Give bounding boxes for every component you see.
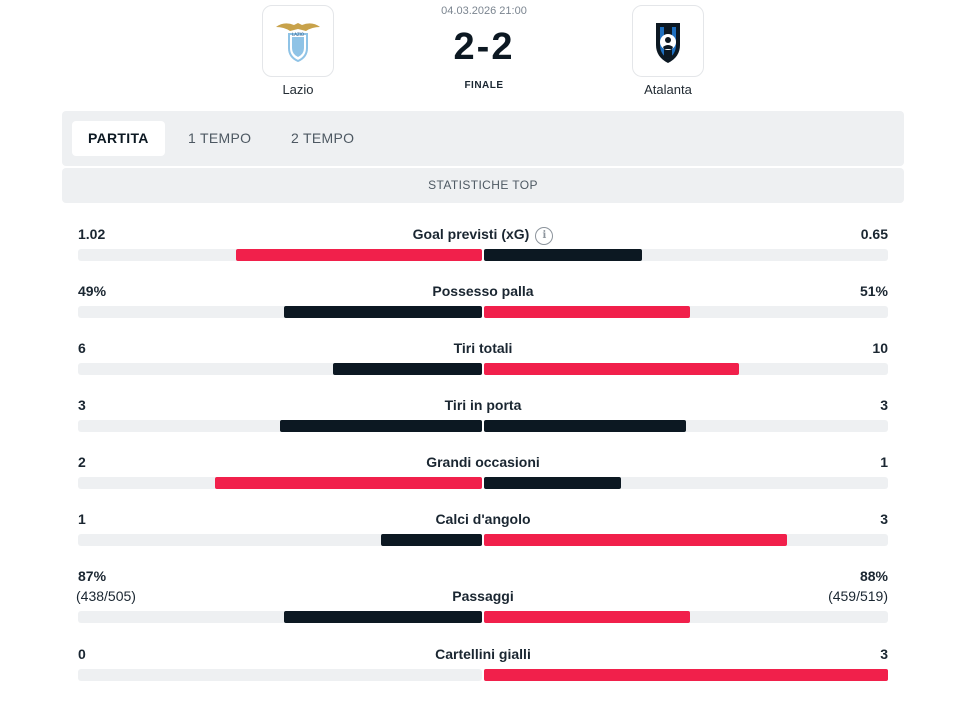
home-team-name[interactable]: Lazio bbox=[282, 82, 314, 97]
stat-row-calci-d-angolo: 1 3 Calci d'angolo bbox=[78, 511, 888, 571]
match-datetime: 04.03.2026 21:00 bbox=[441, 5, 527, 17]
tab-2-tempo[interactable]: 2 TEMPO bbox=[291, 130, 355, 146]
tab-partita[interactable]: PARTITA bbox=[72, 121, 165, 156]
away-bar-track bbox=[484, 306, 888, 318]
home-stat-value: 87% bbox=[78, 568, 107, 584]
home-stat-value: 2 bbox=[78, 454, 86, 470]
home-stat-detail: (438/505) bbox=[76, 588, 136, 604]
stat-row-possesso-palla: 49% 51% Possesso palla bbox=[78, 283, 888, 343]
stat-label: Tiri in porta bbox=[78, 397, 888, 413]
period-tabs: PARTITA 1 TEMPO 2 TEMPO bbox=[62, 111, 904, 166]
away-stat-detail: (459/519) bbox=[828, 588, 888, 604]
stat-label: Goal previsti (xG) i bbox=[78, 226, 888, 245]
stat-label: Tiri totali bbox=[78, 340, 888, 356]
stat-row-grandi-occasioni: 2 1 Grandi occasioni bbox=[78, 454, 888, 514]
home-bar-track bbox=[78, 249, 482, 261]
home-bar-fill bbox=[381, 534, 482, 546]
home-team-logo[interactable]: LAZIO bbox=[262, 5, 334, 77]
away-bar-fill bbox=[484, 534, 787, 546]
tab-1-tempo[interactable]: 1 TEMPO bbox=[188, 130, 252, 146]
stat-label: Calci d'angolo bbox=[78, 511, 888, 527]
stat-row-cartellini-gialli: 0 3 Cartellini gialli bbox=[78, 646, 888, 706]
lazio-eagle-crest-icon: LAZIO bbox=[276, 23, 320, 63]
stat-label-text: Passaggi bbox=[452, 588, 514, 604]
away-bar-track bbox=[484, 534, 888, 546]
away-stat-value: 51% bbox=[859, 283, 888, 299]
home-stat-value: 0 bbox=[78, 646, 86, 662]
home-bar-track bbox=[78, 363, 482, 375]
stat-label-text: Cartellini gialli bbox=[435, 646, 531, 662]
away-bar-fill bbox=[484, 306, 690, 318]
stat-row-tiri-totali: 6 10 Tiri totali bbox=[78, 340, 888, 400]
away-bar-fill bbox=[484, 611, 690, 623]
away-bar-track bbox=[484, 611, 888, 623]
home-bar-fill bbox=[280, 420, 482, 432]
home-bar-track bbox=[78, 669, 482, 681]
info-icon[interactable]: i bbox=[535, 227, 554, 245]
stat-label: Passaggi bbox=[78, 588, 888, 604]
away-bar-fill bbox=[484, 363, 739, 375]
home-bar-track bbox=[78, 534, 482, 546]
away-team-name[interactable]: Atalanta bbox=[644, 82, 692, 97]
stat-label: Cartellini gialli bbox=[78, 646, 888, 662]
home-bar-track bbox=[78, 477, 482, 489]
home-bar-track bbox=[78, 306, 482, 318]
home-stat-value: 1.02 bbox=[78, 226, 106, 242]
home-bar-fill bbox=[284, 306, 482, 318]
svg-text:LAZIO: LAZIO bbox=[292, 32, 304, 37]
stat-row-goal-previsti-xg: 1.02 0.65 Goal previsti (xG) i bbox=[78, 226, 888, 286]
stat-label: Possesso palla bbox=[78, 283, 888, 299]
home-bar-track bbox=[78, 420, 482, 432]
away-bar-fill bbox=[484, 669, 888, 681]
away-bar-fill bbox=[484, 249, 642, 261]
away-bar-track bbox=[484, 249, 888, 261]
away-stat-value: 3 bbox=[880, 646, 888, 662]
atalanta-crest-icon bbox=[656, 23, 680, 63]
stat-row-tiri-in-porta: 3 3 Tiri in porta bbox=[78, 397, 888, 457]
away-team-logo[interactable] bbox=[632, 5, 704, 77]
away-bar-track bbox=[484, 363, 888, 375]
away-stat-value: 3 bbox=[880, 511, 888, 527]
away-stat-value: 10 bbox=[872, 340, 888, 356]
stat-label-text: Possesso palla bbox=[432, 283, 534, 299]
stat-label-text: Goal previsti (xG) bbox=[412, 226, 530, 242]
away-bar-fill bbox=[484, 420, 686, 432]
away-stat-value: 1 bbox=[880, 454, 888, 470]
home-bar-track bbox=[78, 611, 482, 623]
stat-row-passaggi: 87% 88% (438/505) (459/519) Passaggi bbox=[76, 568, 888, 628]
home-bar-fill bbox=[236, 249, 482, 261]
stat-label: Grandi occasioni bbox=[78, 454, 888, 470]
home-bar-fill bbox=[333, 363, 482, 375]
away-bar-track bbox=[484, 477, 888, 489]
away-stat-value: 0.65 bbox=[860, 226, 888, 242]
away-stat-value: 3 bbox=[880, 397, 888, 413]
home-stat-value: 1 bbox=[78, 511, 86, 527]
match-score: 2-2 bbox=[453, 26, 515, 68]
away-bar-track bbox=[484, 669, 888, 681]
stat-label-text: Tiri totali bbox=[453, 340, 513, 356]
stat-label-text: Grandi occasioni bbox=[426, 454, 540, 470]
home-stat-value: 49% bbox=[78, 283, 107, 299]
match-status: FINALE bbox=[464, 80, 504, 91]
away-bar-track bbox=[484, 420, 888, 432]
stat-label-text: Tiri in porta bbox=[444, 397, 522, 413]
home-stat-value: 3 bbox=[78, 397, 86, 413]
section-header-statistiche-top[interactable]: STATISTICHE TOP bbox=[62, 168, 904, 203]
home-bar-fill bbox=[215, 477, 482, 489]
home-bar-fill bbox=[284, 611, 482, 623]
away-stat-value: 88% bbox=[859, 568, 888, 584]
home-stat-value: 6 bbox=[78, 340, 86, 356]
away-bar-fill bbox=[484, 477, 621, 489]
stat-label-text: Calci d'angolo bbox=[435, 511, 531, 527]
